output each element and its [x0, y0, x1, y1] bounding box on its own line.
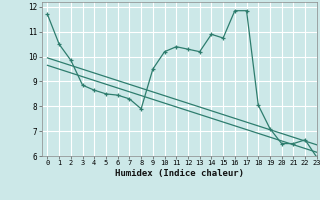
X-axis label: Humidex (Indice chaleur): Humidex (Indice chaleur) — [115, 169, 244, 178]
